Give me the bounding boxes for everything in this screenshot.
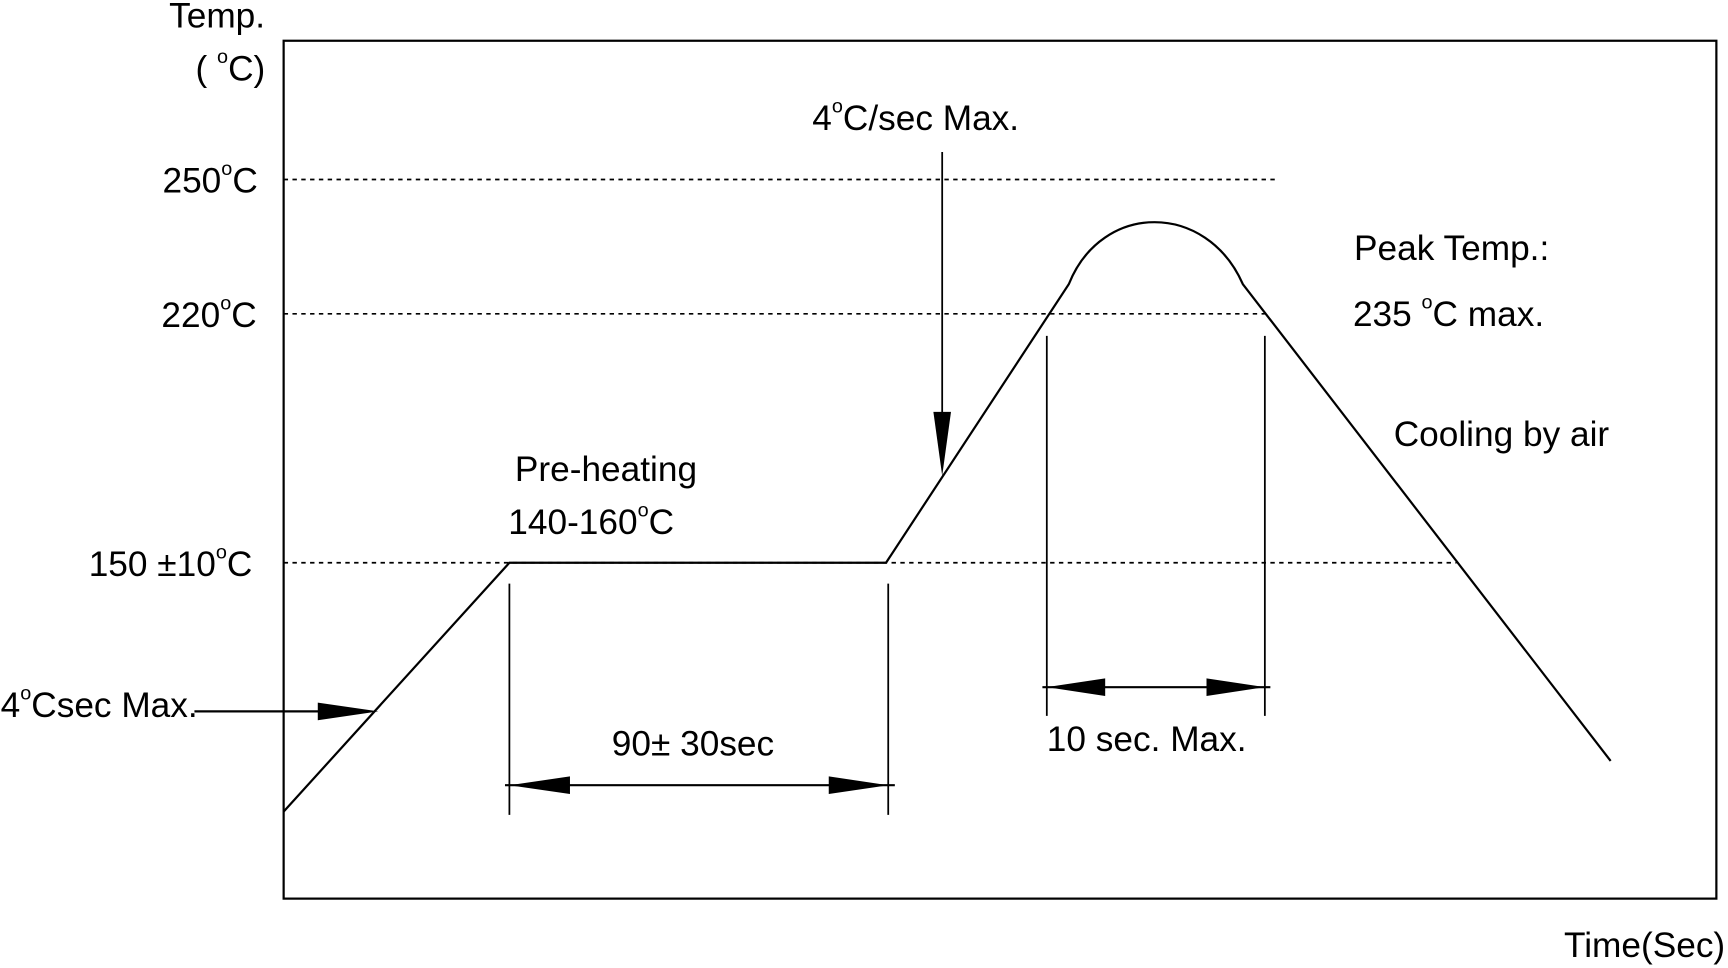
degree-mark: o (832, 95, 843, 117)
preheat-time-label: 90± 30sec (612, 724, 774, 763)
peak-value-label: 235 oC max. (1353, 291, 1544, 334)
preheat-range-label: 140-160oC (508, 499, 674, 542)
ramp-up-arrowhead (317, 702, 379, 721)
x-axis-title: Time(Sec) (1564, 926, 1725, 965)
preheat-duration-right-arrowhead (828, 776, 889, 795)
ramp-up-rate-label: 4oCsec Max. (1, 682, 198, 725)
level-value: 220 (161, 296, 220, 335)
peak-unit: C max. (1433, 295, 1545, 334)
unit-open: ( (196, 49, 218, 88)
degree-mark: o (220, 292, 231, 314)
level-value: 250 (163, 162, 222, 201)
range-unit: C (649, 503, 674, 542)
level-unit: C (227, 545, 252, 584)
rate-value: 4 (812, 99, 832, 138)
level-unit: C (231, 296, 256, 335)
peak-title: Peak Temp.: (1354, 229, 1549, 268)
peak-time-label: 10 sec. Max. (1047, 720, 1247, 759)
ramp-to-peak-arrowhead (933, 411, 951, 476)
degree-mark: o (1422, 291, 1433, 313)
degree-mark: o (221, 158, 232, 180)
level-value: 150 ±10 (89, 545, 216, 584)
rate-value: 4 (1, 686, 21, 725)
unit-close: C) (228, 49, 265, 88)
preheat-title: Pre-heating (515, 450, 697, 489)
peak-duration-left-arrowhead (1046, 678, 1106, 696)
peak-value: 235 (1353, 295, 1422, 334)
degree-mark: o (20, 682, 31, 704)
peak-duration-right-arrowhead (1206, 678, 1265, 696)
degree-mark: o (217, 46, 228, 68)
y-axis-title: Temp. (169, 0, 265, 36)
ramp-to-peak-rate-label: 4oC/sec Max. (812, 95, 1019, 138)
y-axis-unit: ( oC) (196, 46, 266, 89)
range-value: 140-160 (508, 503, 637, 542)
degree-mark: o (638, 499, 649, 521)
degree-mark: o (216, 541, 227, 563)
level-label-250: 250oC (163, 158, 258, 201)
level-unit: C (232, 162, 257, 201)
plot-frame (282, 39, 1718, 900)
rate-unit: C/sec Max. (843, 99, 1019, 138)
preheat-duration-left-arrowhead (509, 776, 570, 795)
level-label-220: 220oC (161, 292, 256, 335)
cooling-label: Cooling by air (1394, 415, 1610, 454)
reflow-profile-curve (282, 221, 1612, 813)
level-label-150: 150 ±10oC (89, 541, 253, 584)
rate-unit: Csec Max. (31, 686, 197, 725)
